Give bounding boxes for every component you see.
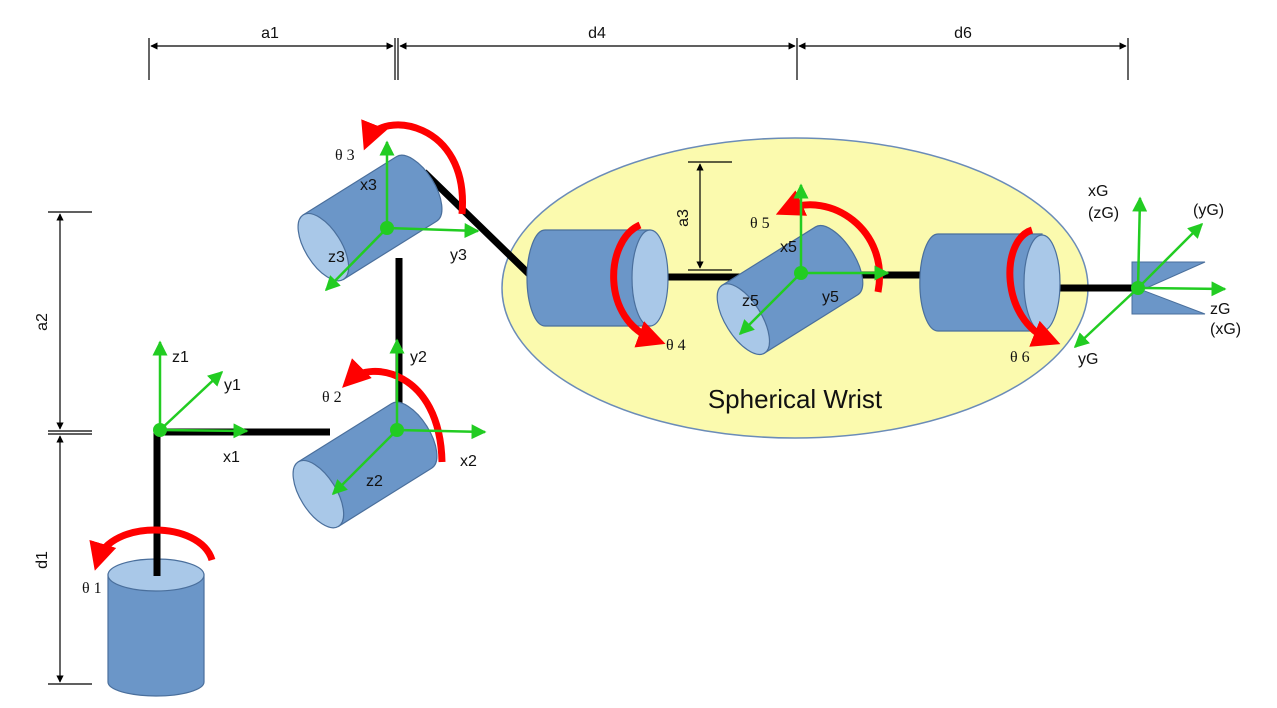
axis-zg-alt-label: (zG) <box>1088 205 1119 222</box>
theta1-rotation-icon <box>89 526 216 571</box>
axis-x2-label: x2 <box>460 453 477 470</box>
theta5-label: θ 5 <box>750 215 770 232</box>
theta6-label: θ 6 <box>1010 349 1030 366</box>
joint3-cylinder <box>297 154 443 282</box>
axis-y2-label: y2 <box>410 349 427 366</box>
dim-a2-label: a2 <box>34 313 51 331</box>
axis-xg-alt-label: (xG) <box>1210 321 1241 338</box>
joint1-base-cylinder <box>107 558 205 697</box>
axis-z5-label: z5 <box>742 293 759 310</box>
theta6-rotation-icon <box>1006 226 1061 347</box>
theta3-label: θ 3 <box>335 147 355 164</box>
spherical-wrist-label: Spherical Wrist <box>708 384 883 414</box>
dim-d4-label: d4 <box>588 25 606 42</box>
dim-a3-label: a3 <box>675 209 692 227</box>
dim-a1-label: a1 <box>261 25 279 42</box>
left-dimensions <box>48 211 92 685</box>
axis-z3-label: z3 <box>328 249 345 266</box>
axis-y3-label: y3 <box>450 247 467 264</box>
coordinate-axes <box>152 140 1227 496</box>
theta3-rotation-icon <box>361 119 466 215</box>
theta4-label: θ 4 <box>666 337 686 354</box>
axis-x3-label: x3 <box>360 177 377 194</box>
axis-zg-label: zG <box>1210 301 1230 318</box>
top-dimensions <box>148 38 1129 80</box>
joint6-cylinder <box>919 233 1061 332</box>
theta1-label: θ 1 <box>82 580 102 597</box>
joint5-cylinder <box>716 225 864 355</box>
axis-xg-label: xG <box>1088 183 1108 200</box>
axis-x1-label: x1 <box>223 449 240 466</box>
dim-a3 <box>688 161 732 271</box>
axis-yg-alt-label: (yG) <box>1193 202 1224 219</box>
joint2-cylinder <box>292 401 438 529</box>
dim-d6-label: d6 <box>954 25 972 42</box>
theta2-label: θ 2 <box>322 389 342 406</box>
dim-d1-label: d1 <box>34 551 51 569</box>
axis-y1-label: y1 <box>224 377 241 394</box>
theta4-rotation-icon <box>610 221 666 348</box>
axis-z1-label: z1 <box>172 349 189 366</box>
frame-origins <box>153 221 1145 437</box>
axis-y5-label: y5 <box>822 289 839 306</box>
joint4-cylinder <box>526 229 669 327</box>
axis-x5-label: x5 <box>780 239 797 256</box>
axis-yg-label: yG <box>1078 351 1098 368</box>
theta2-rotation-icon <box>342 358 446 463</box>
axis-z2-label: z2 <box>366 473 383 490</box>
